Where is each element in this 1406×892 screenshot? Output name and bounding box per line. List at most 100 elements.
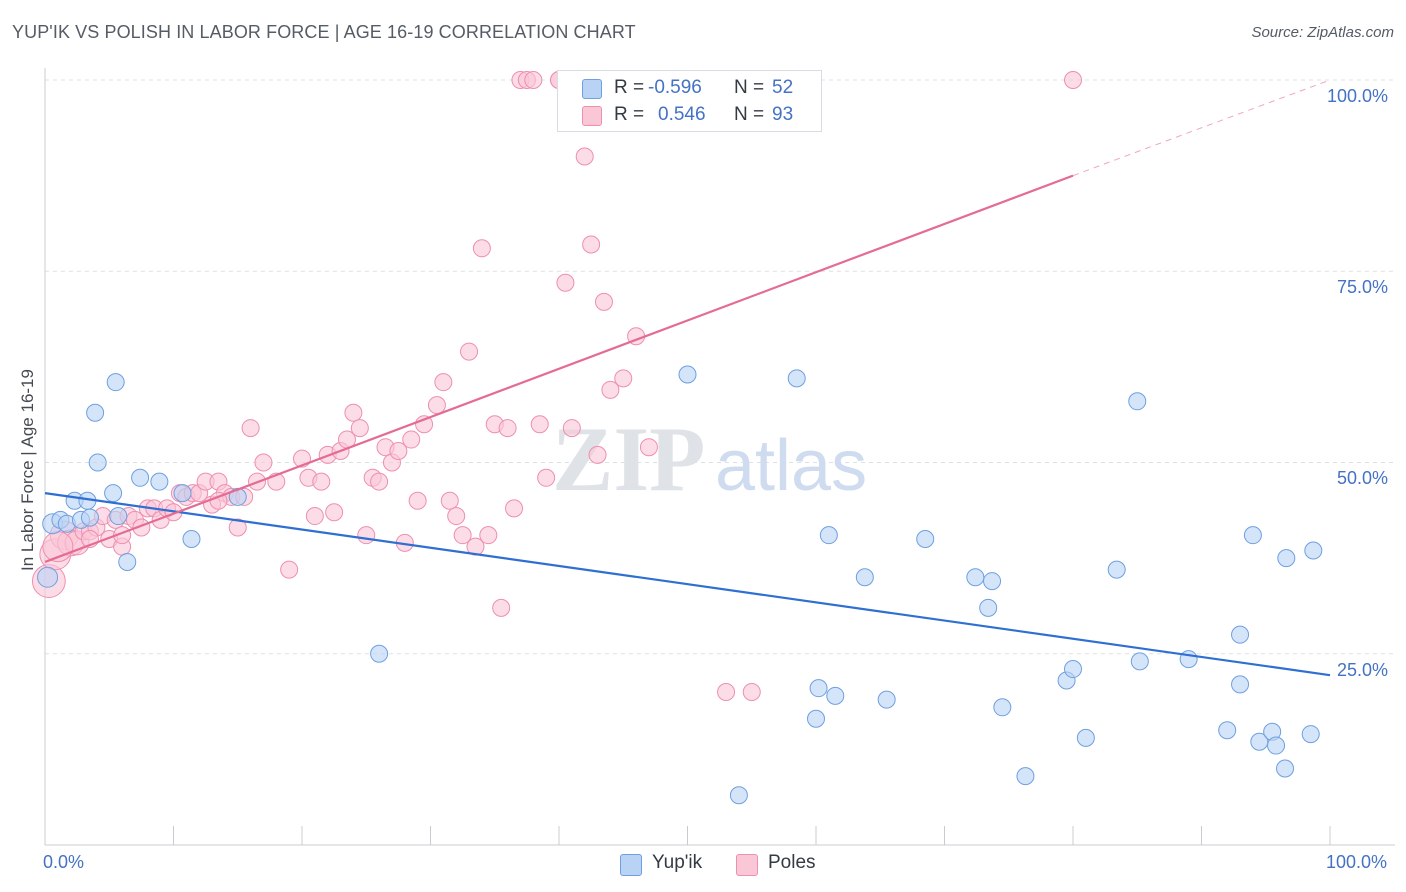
- poles-legend-label: Poles: [768, 852, 816, 873]
- poles-point-76: [562, 419, 581, 438]
- legend-n-label: N =: [734, 77, 765, 98]
- yupik-point-14: [131, 468, 150, 487]
- yupik-point-33: [993, 698, 1012, 717]
- yupik-point-30: [966, 568, 985, 587]
- yupik-point-24: [809, 679, 828, 698]
- yupik-point-8: [88, 453, 107, 472]
- yupik-point-0: [37, 566, 59, 588]
- legend-n-value: 52: [772, 77, 794, 98]
- yupik-point-22: [787, 369, 806, 388]
- yupik-point-10: [104, 484, 123, 503]
- poles-point-67: [498, 419, 517, 438]
- y-tick-label-25: 25.0%: [1337, 660, 1389, 680]
- yupik-swatch: [582, 79, 602, 99]
- poles-point-35: [280, 560, 299, 579]
- poles-points: [31, 71, 1082, 701]
- yupik-point-20: [678, 365, 697, 384]
- yupik-point-16: [173, 484, 192, 503]
- trend-lines: [44, 79, 1331, 677]
- poles-point-80: [594, 292, 613, 311]
- poles-point-58: [440, 491, 459, 510]
- yupik-point-36: [1064, 660, 1082, 679]
- poles-point-33: [254, 453, 273, 472]
- legend-r-value: 0.546: [658, 104, 706, 125]
- poles-point-54: [408, 491, 427, 510]
- yupik-trend-line: [44, 492, 1331, 677]
- yupik-point-12: [106, 373, 125, 392]
- yupik-point-38: [1107, 560, 1126, 579]
- poles-trend-line: [44, 174, 1074, 563]
- poles-point-85: [717, 683, 736, 701]
- x-tick-label-100: 100.0%: [1326, 852, 1388, 872]
- yupik-points: [37, 365, 1323, 805]
- yupik-point-51: [1301, 725, 1320, 744]
- yupik-point-26: [826, 686, 845, 705]
- yupik-point-31: [979, 598, 998, 617]
- yupik-point-21: [729, 786, 748, 805]
- poles-point-57: [434, 373, 453, 392]
- yupik-legend-swatch: [620, 854, 642, 876]
- yupik-point-40: [1130, 652, 1149, 671]
- poles-point-44: [344, 403, 363, 422]
- poles-point-82: [614, 369, 633, 388]
- yupik-legend-label: Yup'ik: [652, 852, 703, 873]
- poles-point-71: [524, 71, 543, 89]
- yupik-point-44: [1231, 675, 1250, 694]
- poles-point-51: [389, 442, 408, 461]
- poles-legend-swatch: [736, 854, 758, 876]
- poles-point-38: [305, 507, 324, 526]
- y-tick-label-100: 100.0%: [1327, 86, 1389, 106]
- source-credit: Source: ZipAtlas.com: [1251, 24, 1394, 41]
- poles-point-29: [228, 518, 247, 537]
- poles-point-79: [588, 445, 607, 464]
- yupik-point-45: [1243, 526, 1262, 545]
- poles-point-77: [575, 147, 594, 166]
- y-tick-label-50: 50.0%: [1337, 468, 1389, 488]
- poles-point-86: [742, 683, 761, 701]
- yupik-point-49: [1277, 549, 1296, 568]
- yupik-point-42: [1218, 721, 1237, 740]
- yupik-point-19: [370, 644, 389, 663]
- watermark: ZIP atlas: [552, 408, 867, 510]
- yupik-point-50: [1276, 759, 1295, 778]
- yupik-point-28: [877, 690, 896, 709]
- poles-point-39: [312, 472, 331, 491]
- yupik-point-52: [1304, 541, 1323, 560]
- yupik-point-43: [1231, 625, 1250, 644]
- yupik-point-41: [1179, 650, 1198, 669]
- yupik-point-29: [916, 530, 935, 548]
- legend-r-value: -0.596: [648, 77, 702, 98]
- yupik-point-11: [109, 507, 128, 526]
- poles-point-46: [357, 526, 376, 545]
- legend-r-label: R =: [614, 77, 645, 98]
- yupik-point-23: [807, 709, 825, 728]
- yupik-point-9: [86, 403, 105, 422]
- yupik-point-25: [819, 526, 838, 545]
- poles-point-68: [505, 499, 524, 518]
- yupik-point-34: [1016, 767, 1035, 786]
- x-tick-label-0: 0.0%: [43, 852, 85, 872]
- yupik-point-48: [1267, 736, 1286, 755]
- poles-point-59: [447, 507, 466, 526]
- poles-swatch: [582, 106, 602, 126]
- poles-point-75: [556, 273, 575, 292]
- poles-point-53: [402, 430, 421, 449]
- legend-n-label: N =: [734, 104, 765, 125]
- yupik-point-37: [1076, 728, 1095, 747]
- y-tick-label-75: 75.0%: [1337, 277, 1389, 297]
- yupik-point-27: [855, 568, 874, 587]
- y-axis-title: In Labor Force | Age 16-19: [18, 369, 37, 571]
- yupik-point-39: [1128, 392, 1147, 411]
- poles-point-63: [472, 239, 491, 258]
- legend-n-value: 93: [772, 104, 794, 125]
- poles-point-87: [1064, 71, 1082, 89]
- yupik-point-15: [150, 472, 169, 491]
- poles-point-45: [350, 419, 369, 438]
- chart-title: YUP'IK VS POLISH IN LABOR FORCE | AGE 16…: [12, 22, 636, 42]
- gridlines: [45, 79, 1395, 655]
- yupik-point-46: [1250, 732, 1269, 751]
- poles-point-84: [639, 438, 658, 457]
- poles-point-66: [492, 598, 511, 617]
- poles-point-41: [325, 503, 344, 522]
